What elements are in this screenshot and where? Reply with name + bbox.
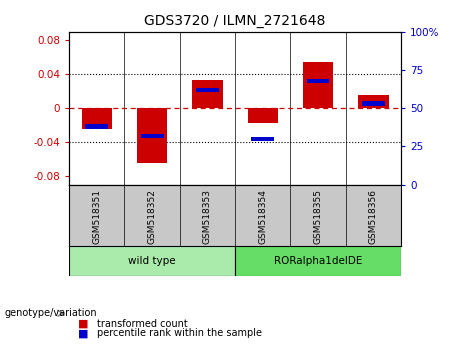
Text: ■: ■: [78, 319, 89, 329]
Text: GSM518354: GSM518354: [258, 189, 267, 244]
Bar: [251, 137, 274, 141]
Bar: [248, 108, 278, 124]
Bar: [137, 108, 167, 163]
Text: ■: ■: [78, 329, 89, 338]
Bar: [307, 79, 330, 83]
Bar: [362, 102, 385, 106]
Text: RORalpha1delDE: RORalpha1delDE: [274, 256, 362, 266]
Text: GSM518352: GSM518352: [148, 189, 157, 244]
Text: GSM518356: GSM518356: [369, 189, 378, 244]
Text: GSM518355: GSM518355: [313, 189, 323, 244]
Bar: [141, 133, 164, 138]
Bar: [85, 124, 108, 129]
Bar: [82, 108, 112, 130]
Bar: [235, 246, 401, 276]
Bar: [358, 96, 389, 108]
Text: wild type: wild type: [128, 256, 176, 266]
Bar: [192, 80, 223, 108]
Text: GSM518353: GSM518353: [203, 189, 212, 244]
Bar: [196, 88, 219, 92]
Text: genotype/variation: genotype/variation: [5, 308, 97, 318]
Bar: [69, 246, 235, 276]
Bar: [303, 62, 333, 108]
Text: GSM518351: GSM518351: [92, 189, 101, 244]
Title: GDS3720 / ILMN_2721648: GDS3720 / ILMN_2721648: [144, 14, 326, 28]
Text: percentile rank within the sample: percentile rank within the sample: [97, 329, 262, 338]
Text: transformed count: transformed count: [97, 319, 188, 329]
